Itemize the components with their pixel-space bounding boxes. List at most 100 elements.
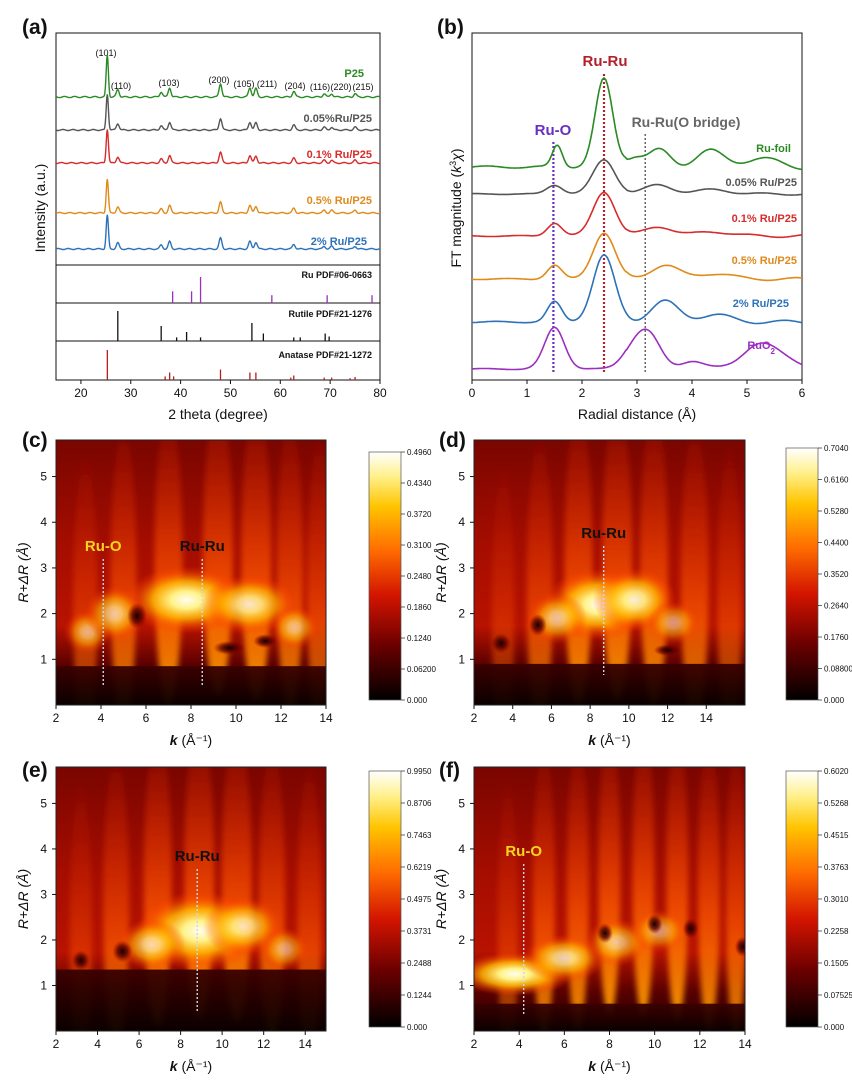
heatmap-ridge: [69, 785, 92, 1031]
heatmap-frame: [55, 766, 327, 1032]
heatmap-minimum: [653, 644, 682, 657]
colorbar-tick-label: 0.06200: [407, 665, 436, 674]
x-tick-label: 12: [274, 711, 288, 725]
heatmap-minimum: [734, 936, 745, 957]
colorbar: [368, 770, 402, 1028]
heatmap-ridge: [241, 440, 272, 700]
bond-marker-label: Ru-Ru: [583, 53, 628, 70]
x-axis-title: k (Å⁻¹): [588, 732, 630, 748]
x-tick-label: 14: [738, 1037, 752, 1051]
colorbar-tick-label: 0.4515: [824, 831, 849, 840]
x-tick-label: 0: [469, 386, 476, 400]
colorbar: [368, 451, 402, 701]
xrd-series-label: 2% Ru/P25: [311, 236, 367, 248]
y-tick-label: 5: [458, 470, 465, 484]
heatmap-minimum: [682, 918, 699, 939]
colorbar-tick-label: 0.2258: [824, 927, 849, 936]
x-tick-label: 8: [606, 1037, 613, 1051]
x-tick-label: 14: [700, 711, 714, 725]
xrd-series-label: P25: [344, 68, 364, 80]
x-tick-label: 70: [323, 386, 337, 400]
heatmap-maximum: [270, 605, 319, 650]
x-tick-label: 1: [524, 386, 531, 400]
heatmap-minimum: [491, 633, 512, 654]
heatmap-ridge: [632, 767, 655, 1017]
xrd-series-label: 0.1% Ru/P25: [307, 149, 372, 161]
x-tick-label: 4: [516, 1037, 523, 1051]
heatmap-ridge: [154, 440, 183, 705]
x-tick-label: 4: [94, 1037, 101, 1051]
panel-b-label: (b): [437, 16, 464, 39]
x-tick-label: 3: [634, 386, 641, 400]
colorbar-tick-label: 0.2480: [407, 572, 432, 581]
panel-a-label: (a): [22, 16, 48, 39]
x-tick-label: 12: [693, 1037, 707, 1051]
colorbar-tick-label: 0.4960: [407, 448, 432, 457]
x-tick-label: 30: [124, 386, 138, 400]
colorbar-tick-label: 0.5268: [824, 799, 849, 808]
colorbar-tick-label: 0.3100: [407, 541, 432, 550]
colorbar-tick-label: 0.2640: [824, 602, 849, 611]
heatmap-low-band: [474, 663, 745, 705]
heatmap-minimum: [112, 940, 133, 963]
heatmap-ridge: [203, 440, 233, 696]
x-tick-label: 2: [579, 386, 586, 400]
colorbar-tick-label: 0.000: [407, 1023, 428, 1032]
y-tick-label: 5: [40, 470, 47, 484]
heatmap-ridge: [717, 449, 742, 705]
heatmap-ridge: [297, 767, 322, 1031]
y-tick-label: 4: [40, 515, 47, 529]
y-tick-label: 5: [40, 796, 47, 810]
x-tick-label: 4: [509, 711, 516, 725]
y-axis-title: R+ΔR (Å): [15, 869, 31, 929]
x-axis-title: k (Å⁻¹): [170, 732, 212, 748]
panel-b-frame: [471, 32, 803, 381]
peak-label: (110): [111, 81, 131, 91]
x-tick-label: 12: [257, 1037, 271, 1051]
x-tick-label: 6: [136, 1037, 143, 1051]
colorbar-tick-label: 0.2488: [407, 959, 432, 968]
colorbar-tick-label: 0.3520: [824, 570, 849, 579]
x-tick-label: 6: [561, 1037, 568, 1051]
x-tick-label: 12: [661, 711, 675, 725]
x-tick-label: 80: [373, 386, 387, 400]
colorbar: [785, 447, 819, 701]
panel-b: (b) 0 1 2 3 4 5 6 Radial distance (Å) FT magnitud…: [437, 16, 806, 422]
heatmap-low-band: [56, 969, 326, 1031]
x-tick-label: 14: [319, 711, 333, 725]
heatmap-maximum: [647, 600, 700, 645]
x-tick-label: 60: [274, 386, 288, 400]
x-tick-label: 40: [174, 386, 188, 400]
heatmap-low-band: [56, 666, 326, 705]
x-axis-title: k (Å⁻¹): [588, 1058, 630, 1074]
xrd-series-line: [55, 178, 381, 215]
x-tick-label: 10: [215, 1037, 229, 1051]
exafs-series-label: 2% Ru/P25: [733, 298, 789, 310]
x-tick-label: 2: [471, 711, 478, 725]
colorbar-tick-label: 0.3010: [824, 895, 849, 904]
y-axis-title: Intensity (a.u.): [32, 164, 48, 253]
x-tick-label: 2: [471, 1037, 478, 1051]
exafs-series-label: Ru-foil: [756, 143, 791, 155]
exafs-series-line: [472, 158, 803, 196]
x-tick-label: 8: [188, 711, 195, 725]
y-tick-label: 1: [458, 978, 465, 992]
y-axis-title: FT magnitude (k3χ): [448, 148, 464, 267]
y-tick-label: 1: [40, 978, 47, 992]
heatmap-ridge: [602, 440, 633, 700]
y-tick-label: 3: [40, 561, 47, 575]
peak-label: (211): [257, 79, 277, 89]
peak-label: (204): [284, 81, 305, 91]
y-tick-label: 4: [458, 842, 465, 856]
panel-a: (a) 20 30 40 50 60 70 80 2 theta (degree) Intensi…: [22, 16, 387, 422]
bond-marker-label: Ru-O: [535, 122, 572, 139]
x-axis-title: 2 theta (degree): [168, 406, 268, 422]
x-tick-label: 20: [74, 386, 88, 400]
exafs-series-label: 0.5% Ru/P25: [732, 255, 797, 267]
panel-c-label: (c): [22, 429, 48, 452]
panel-e-label: (e): [22, 759, 48, 782]
x-tick-label: 5: [744, 386, 751, 400]
